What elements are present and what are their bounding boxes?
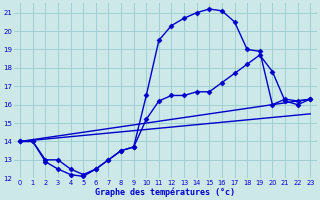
X-axis label: Graphe des températures (°c): Graphe des températures (°c): [95, 187, 235, 197]
